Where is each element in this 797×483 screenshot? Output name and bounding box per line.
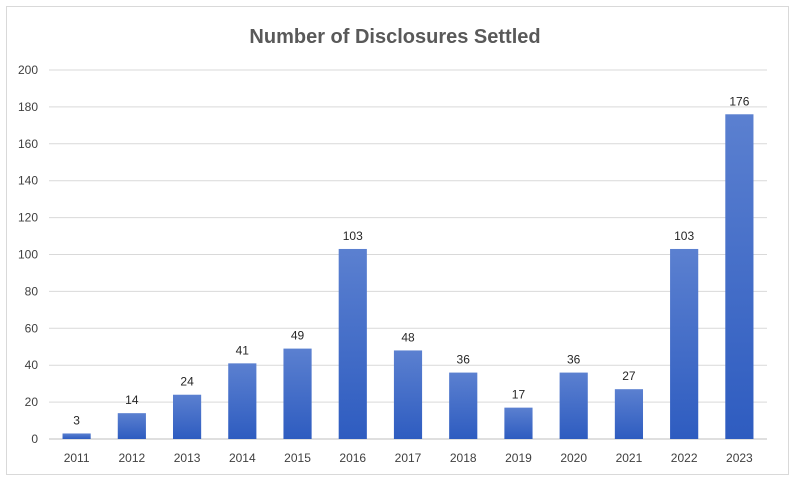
data-label-2011: 3	[73, 413, 80, 427]
data-label-2012: 14	[125, 393, 139, 407]
x-tick-label-2011: 2011	[64, 451, 90, 465]
x-tick-label-2017: 2017	[395, 451, 422, 465]
bars	[62, 114, 754, 439]
bar-2023	[725, 114, 754, 439]
data-label-2023: 176	[729, 94, 749, 108]
y-axis-ticks: 0 20 40 60 80 100 120 140 160 180 200	[18, 63, 38, 446]
x-tick-label-2019: 2019	[505, 451, 532, 465]
y-tick-label: 60	[25, 321, 39, 335]
x-tick-label-2012: 2012	[118, 451, 145, 465]
data-label-2019: 17	[512, 388, 526, 402]
y-tick-label: 180	[18, 100, 38, 114]
bar-2014	[228, 363, 257, 439]
data-labels: 3 14 24 41 49 103 48 36 17 36 27 103 176	[73, 94, 749, 427]
x-tick-label-2015: 2015	[284, 451, 311, 465]
data-label-2013: 24	[180, 375, 194, 389]
y-tick-label: 160	[18, 137, 38, 151]
x-tick-label-2016: 2016	[339, 451, 366, 465]
x-tick-label-2021: 2021	[616, 451, 643, 465]
data-label-2021: 27	[622, 369, 636, 383]
y-tick-label: 140	[18, 174, 38, 188]
bar-2017	[393, 350, 423, 439]
data-label-2022: 103	[674, 229, 694, 243]
bar-2021	[614, 389, 644, 439]
y-tick-label: 120	[18, 211, 38, 225]
y-tick-label: 100	[18, 248, 38, 262]
x-tick-label-2014: 2014	[229, 451, 256, 465]
data-label-2017: 48	[401, 330, 415, 344]
data-label-2014: 41	[236, 343, 250, 357]
x-tick-label-2020: 2020	[560, 451, 587, 465]
x-tick-label-2013: 2013	[174, 451, 201, 465]
y-tick-label: 200	[18, 63, 38, 77]
y-tick-label: 20	[25, 395, 39, 409]
bar-2011	[62, 433, 91, 439]
bar-2019	[504, 407, 533, 439]
bar-2012	[117, 413, 146, 439]
y-tick-label: 40	[25, 358, 39, 372]
bar-2013	[172, 394, 202, 439]
data-label-2020: 36	[567, 353, 581, 367]
chart-title: Number of Disclosures Settled	[249, 26, 540, 48]
gridlines	[49, 69, 767, 440]
bar-2018	[449, 372, 478, 439]
bar-2022	[670, 248, 699, 439]
y-tick-label: 0	[31, 432, 38, 446]
bar-2015	[283, 348, 312, 439]
x-tick-label-2023: 2023	[726, 451, 753, 465]
y-tick-label: 80	[25, 284, 39, 298]
bar-2020	[559, 372, 588, 439]
data-label-2015: 49	[291, 329, 305, 343]
x-tick-label-2018: 2018	[450, 451, 477, 465]
data-label-2016: 103	[343, 229, 363, 243]
x-tick-label-2022: 2022	[671, 451, 698, 465]
bar-2016	[338, 248, 367, 439]
data-label-2018: 36	[457, 353, 471, 367]
x-axis-ticks: 2011 2012 2013 2014 2015 2016 2017 2018 2019 2020…	[64, 451, 753, 465]
